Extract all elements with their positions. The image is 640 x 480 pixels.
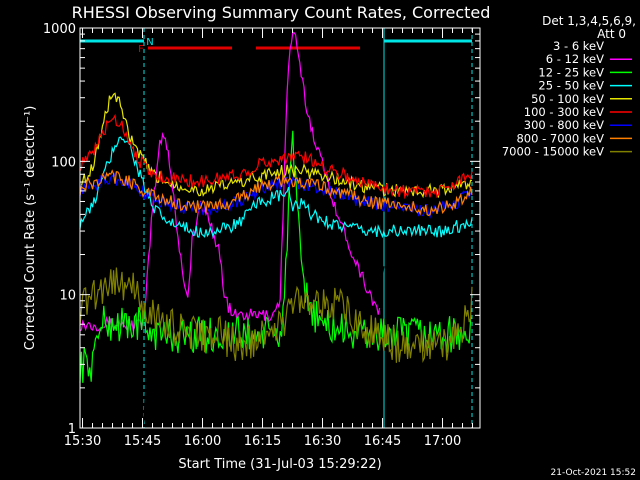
y-axis-label: Corrected Count Rate (s⁻¹ detector⁻¹) [23,106,38,351]
series-line-7 [79,169,473,217]
flag-markers: NF [80,37,472,55]
generation-timestamp: 21-Oct-2021 15:52 [551,468,636,478]
y-tick-label: 100 [51,155,76,170]
series-line-8 [79,267,473,363]
x-tick-label: 16:15 [244,434,281,449]
x-tick-label: 17:00 [424,434,461,449]
plot-frame [79,27,481,429]
series-line-2 [79,130,473,383]
x-tick-label: 15:45 [124,434,161,449]
flag-label-N: N [146,37,153,48]
flag-label-F: F [138,44,144,55]
legend-entry-label: 6 - 12 keV [546,52,604,66]
y-tick-label: 1 [68,422,76,437]
legend-entry-label: 300 - 800 keV [524,118,604,132]
y-tick-label: 1000 [43,22,76,37]
legend-entry-label: 25 - 50 keV [538,79,604,93]
legend-entry-label: 12 - 25 keV [538,65,604,79]
x-axis-label: Start Time (31-Jul-03 15:29:22) [178,457,381,472]
x-tick-label: 16:00 [184,434,221,449]
legend-entry-label: 800 - 7000 keV [516,131,604,145]
legend-entry-label: 50 - 100 keV [531,92,604,106]
series-line-6 [79,171,473,219]
legend-entry-label: 7000 - 15000 keV [502,145,604,159]
legend-header-detectors: Det 1,3,4,5,6,9, [542,14,636,28]
legend-entry-label: 100 - 300 keV [524,105,604,119]
legend-entry-label: 3 - 6 keV [553,39,604,53]
x-tick-label: 16:45 [364,434,401,449]
y-tick-label: 10 [59,289,76,304]
series-lines [79,31,473,426]
legend-header-attenuator: Att 0 [597,27,626,41]
x-axis-ticks: 15:30 15:45 16:00 16:15 16:30 16:45 17:00 [64,28,474,449]
chart-title: RHESSI Observing Summary Count Rates, Co… [72,3,491,22]
x-tick-label: 16:30 [304,434,341,449]
series-line-5 [79,113,473,200]
y-axis-ticks: 1 10 100 1000 [43,22,480,437]
x-tick-label: 15:30 [64,434,101,449]
